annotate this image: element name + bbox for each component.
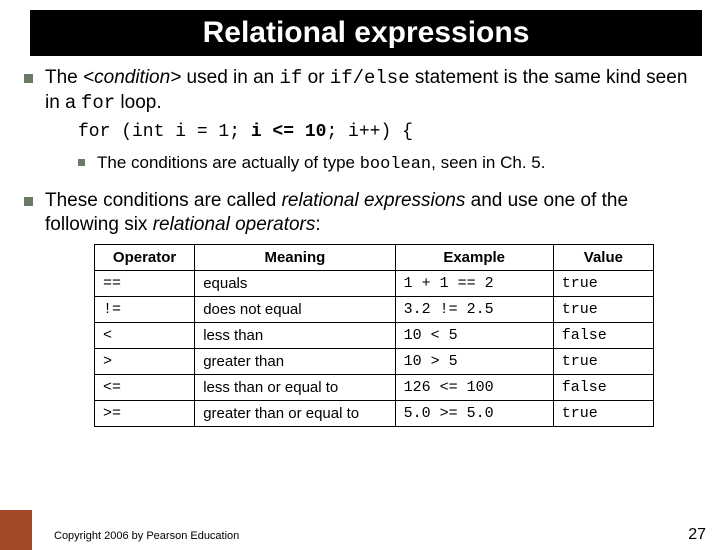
th-meaning: Meaning: [195, 245, 395, 271]
cell-example: 126 <= 100: [395, 375, 553, 401]
code-post: ; i++) {: [326, 122, 412, 142]
cell-example: 10 > 5: [395, 349, 553, 375]
table-row: !=does not equal3.2 != 2.5true: [95, 297, 654, 323]
cell-example: 3.2 != 2.5: [395, 297, 553, 323]
content-area: The <condition> used in an if or if/else…: [0, 56, 720, 427]
cell-value: true: [553, 401, 653, 427]
cell-value: true: [553, 271, 653, 297]
t: loop.: [115, 92, 161, 113]
cell-meaning: less than or equal to: [195, 375, 395, 401]
table-row: >greater than10 > 5true: [95, 349, 654, 375]
cell-operator: !=: [95, 297, 195, 323]
bullet-icon: [24, 74, 33, 83]
decorative-block: [0, 510, 32, 550]
cell-meaning: less than: [195, 323, 395, 349]
rel-expr-ital: relational expressions: [282, 190, 466, 211]
bullet-1-text: The <condition> used in an if or if/else…: [45, 66, 696, 116]
code-example: for (int i = 1; i <= 10; i++) {: [78, 122, 696, 142]
table-row: ==equals1 + 1 == 2true: [95, 271, 654, 297]
th-value: Value: [553, 245, 653, 271]
sub-bullet: The conditions are actually of type bool…: [78, 152, 696, 175]
code-for: for: [81, 92, 115, 114]
cell-example: 10 < 5: [395, 323, 553, 349]
operators-table-wrap: Operator Meaning Example Value ==equals1…: [94, 244, 654, 427]
code-pre: for (int i = 1;: [78, 122, 251, 142]
table-body: ==equals1 + 1 == 2true!=does not equal3.…: [95, 271, 654, 427]
t: used in an: [181, 67, 279, 88]
copyright-footer: Copyright 2006 by Pearson Education: [54, 530, 239, 542]
cell-operator: <=: [95, 375, 195, 401]
cell-example: 1 + 1 == 2: [395, 271, 553, 297]
table-row: <=less than or equal to126 <= 100false: [95, 375, 654, 401]
cell-meaning: does not equal: [195, 297, 395, 323]
code-boolean: boolean: [360, 155, 431, 174]
cell-operator: <: [95, 323, 195, 349]
code-if: if: [280, 67, 303, 89]
t: The: [45, 67, 83, 88]
table-row: <less than10 < 5false: [95, 323, 654, 349]
bullet-1: The <condition> used in an if or if/else…: [24, 66, 696, 116]
cell-operator: >=: [95, 401, 195, 427]
cell-value: true: [553, 349, 653, 375]
th-example: Example: [395, 245, 553, 271]
cell-operator: ==: [95, 271, 195, 297]
t: , seen in Ch. 5.: [431, 153, 545, 172]
bullet-icon: [24, 197, 33, 206]
cell-meaning: greater than or equal to: [195, 401, 395, 427]
t: :: [315, 214, 320, 235]
code-ifelse: if/else: [330, 67, 410, 89]
t: The conditions are actually of type: [97, 153, 360, 172]
sub-bullet-text: The conditions are actually of type bool…: [97, 152, 545, 175]
bullet-2-text: These conditions are called relational e…: [45, 189, 696, 237]
operators-table: Operator Meaning Example Value ==equals1…: [94, 244, 654, 427]
th-operator: Operator: [95, 245, 195, 271]
cell-operator: >: [95, 349, 195, 375]
cell-meaning: equals: [195, 271, 395, 297]
table-header-row: Operator Meaning Example Value: [95, 245, 654, 271]
condition-ital: <condition>: [83, 67, 181, 88]
code-bold: i <= 10: [251, 122, 327, 142]
bullet-2: These conditions are called relational e…: [24, 189, 696, 237]
cell-value: false: [553, 375, 653, 401]
slide-title: Relational expressions: [30, 10, 702, 56]
table-row: >=greater than or equal to5.0 >= 5.0true: [95, 401, 654, 427]
cell-value: true: [553, 297, 653, 323]
rel-op-ital: relational operators: [153, 214, 316, 235]
page-number: 27: [688, 526, 706, 544]
cell-example: 5.0 >= 5.0: [395, 401, 553, 427]
bullet-icon: [78, 159, 85, 166]
cell-meaning: greater than: [195, 349, 395, 375]
t: or: [302, 67, 329, 88]
t: These conditions are called: [45, 190, 282, 211]
cell-value: false: [553, 323, 653, 349]
